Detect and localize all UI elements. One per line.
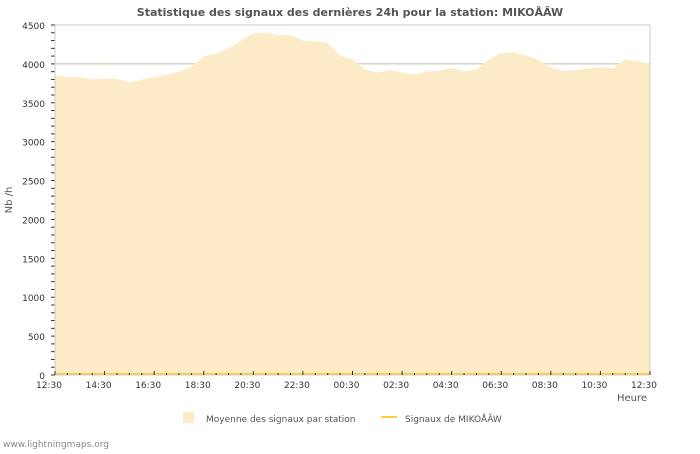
y-tick-label: 4000 bbox=[22, 61, 45, 71]
y-tick-label: 3500 bbox=[22, 100, 45, 110]
y-tick-label: 3000 bbox=[22, 139, 45, 149]
x-tick-label: 08:30 bbox=[532, 381, 558, 391]
y-tick-label: 2500 bbox=[22, 178, 45, 188]
x-tick-label: 12:30 bbox=[36, 381, 62, 391]
y-tick-label: 1000 bbox=[22, 294, 45, 304]
legend-label-station: Signaux de MIKOÅÃW bbox=[405, 413, 502, 425]
x-tick-label: 16:30 bbox=[135, 381, 161, 391]
x-tick-label: 02:30 bbox=[383, 381, 409, 391]
y-tick-label: 500 bbox=[28, 333, 45, 343]
legend-swatch-average bbox=[183, 412, 194, 423]
x-tick-label: 00:30 bbox=[334, 381, 360, 391]
chart-title: Statistique des signaux des dernières 24… bbox=[137, 6, 563, 19]
footer-credit: www.lightningmaps.org bbox=[3, 440, 109, 450]
x-tick-label: 12:30 bbox=[631, 381, 657, 391]
y-tick-label: 2000 bbox=[22, 216, 45, 226]
x-tick-label: 14:30 bbox=[86, 381, 112, 391]
y-axis-label: Nb /h bbox=[4, 187, 15, 214]
x-axis-label: Heure bbox=[617, 393, 647, 404]
x-tick-label: 20:30 bbox=[234, 381, 260, 391]
x-tick-label: 04:30 bbox=[433, 381, 459, 391]
y-tick-label: 4500 bbox=[22, 22, 45, 32]
y-tick-label: 1500 bbox=[22, 255, 45, 265]
y-tick-label: 0 bbox=[39, 372, 45, 382]
x-tick-label: 18:30 bbox=[185, 381, 211, 391]
x-tick-label: 06:30 bbox=[482, 381, 508, 391]
series-area-average bbox=[55, 32, 650, 376]
x-tick-label: 10:30 bbox=[581, 381, 607, 391]
x-tick-label: 22:30 bbox=[284, 381, 310, 391]
legend-label-average: Moyenne des signaux par station bbox=[206, 415, 356, 425]
